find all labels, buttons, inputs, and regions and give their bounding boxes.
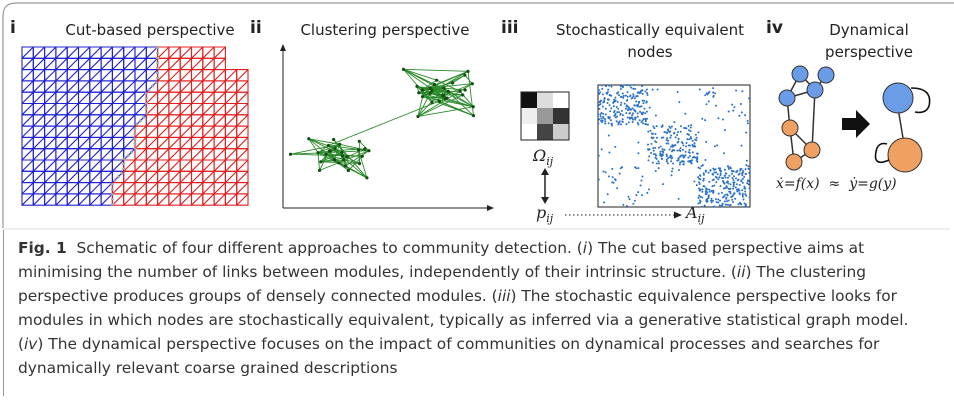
equation-right: ẏ=g(y) xyxy=(849,176,896,192)
equation-left: ẋ=f(x) xyxy=(776,176,820,192)
caption-numeral: iii xyxy=(498,287,511,305)
equation: ẋ=f(x) ≈ ẏ=g(y) xyxy=(776,176,897,192)
panel-title: Dynamical perspective xyxy=(788,19,950,63)
math-label: Ωij xyxy=(533,146,553,168)
subscript: ij xyxy=(546,212,553,225)
caption-label: Fig. 1 xyxy=(18,239,67,257)
panel-title: Clustering perspective xyxy=(285,19,485,41)
subscript: ij xyxy=(546,155,553,168)
panel-title: Cut-based perspective xyxy=(45,19,255,41)
panel-label: i xyxy=(10,18,16,38)
caption: Fig. 1 Schematic of four different appro… xyxy=(18,236,938,380)
caption-segment: Schematic of four different approaches t… xyxy=(77,239,583,257)
equation-approx: ≈ xyxy=(829,176,841,192)
math-label: pij xyxy=(536,203,553,225)
caption-border xyxy=(3,230,4,396)
dynamics xyxy=(779,66,930,172)
panel-title: Stochastically equivalent nodes xyxy=(538,19,762,63)
subscript: ij xyxy=(698,212,705,225)
symbol: A xyxy=(686,203,698,222)
symbol: Ω xyxy=(533,146,546,165)
mesh xyxy=(22,47,248,205)
caption-numeral: iv xyxy=(24,335,37,353)
arrows xyxy=(541,168,682,219)
panel-label: iii xyxy=(501,18,518,38)
matrices xyxy=(521,84,751,208)
symbol: p xyxy=(536,203,546,222)
network xyxy=(280,44,494,211)
axis-arrow xyxy=(280,44,494,211)
panel-label: iv xyxy=(766,18,783,38)
caption-text: Schematic of four different approaches t… xyxy=(18,239,908,377)
caption-segment: ) The dynamical perspective focuses on t… xyxy=(18,335,879,377)
figure: i Cut-based perspective ii Clustering pe… xyxy=(0,0,954,401)
math-label: Aij xyxy=(686,203,705,225)
panel-label: ii xyxy=(250,18,262,38)
